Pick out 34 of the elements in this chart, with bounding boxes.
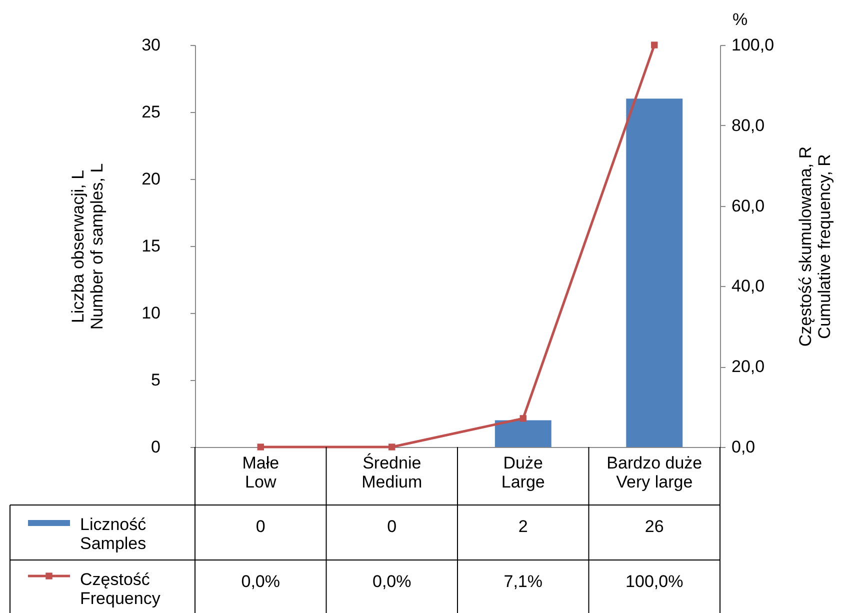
data-label: 0 [387,517,397,536]
y-tick-label: 5 [151,370,160,390]
y-tick-label: 20 [142,170,160,188]
y-tick-label: 0 [151,438,160,456]
point [520,415,526,422]
x-tick-label: Bardzo duże Very large [606,454,702,492]
text: % [732,10,748,29]
x-tick-label: Średnie Medium [362,452,422,492]
y2-tick-label: 100,0 [732,36,774,54]
y-axis-title: Liczba obserwacji, L Number of samples, L [68,163,107,330]
data-label: 0 [256,517,266,536]
y2-tick-label: 20,0 [732,357,765,376]
data-label: 2 [518,517,528,536]
y-tick-label: 30 [142,36,160,54]
x-tick-label: Duże Large [501,454,545,492]
y-tick-label: 15 [142,236,160,256]
y2-tick-label: 80,0 [732,116,765,135]
y2-tick-label: 0,0 [732,438,756,456]
data-label: 7,1% [504,572,542,591]
y2-axis-title: Częstość skumulowana, R Cumulative frequency, R [796,146,834,347]
data-label: 0,0% [241,572,280,591]
y2-tick-label: 40,0 [732,276,765,296]
data-label: 0,0% [372,572,412,591]
data-label: 26 [644,517,664,536]
data-label: 100,0% [626,572,684,591]
y-tick-label: 10 [142,304,160,322]
x-tick-label: Małe Low [242,454,280,492]
legend-label: Liczność Samples [80,515,147,553]
point [388,444,396,450]
legend-label: Częstość Frequency [80,570,161,608]
y-tick-label: 25 [142,102,160,122]
y2-tick-label: 60,0 [732,196,765,216]
point [651,42,658,48]
point [257,444,264,450]
